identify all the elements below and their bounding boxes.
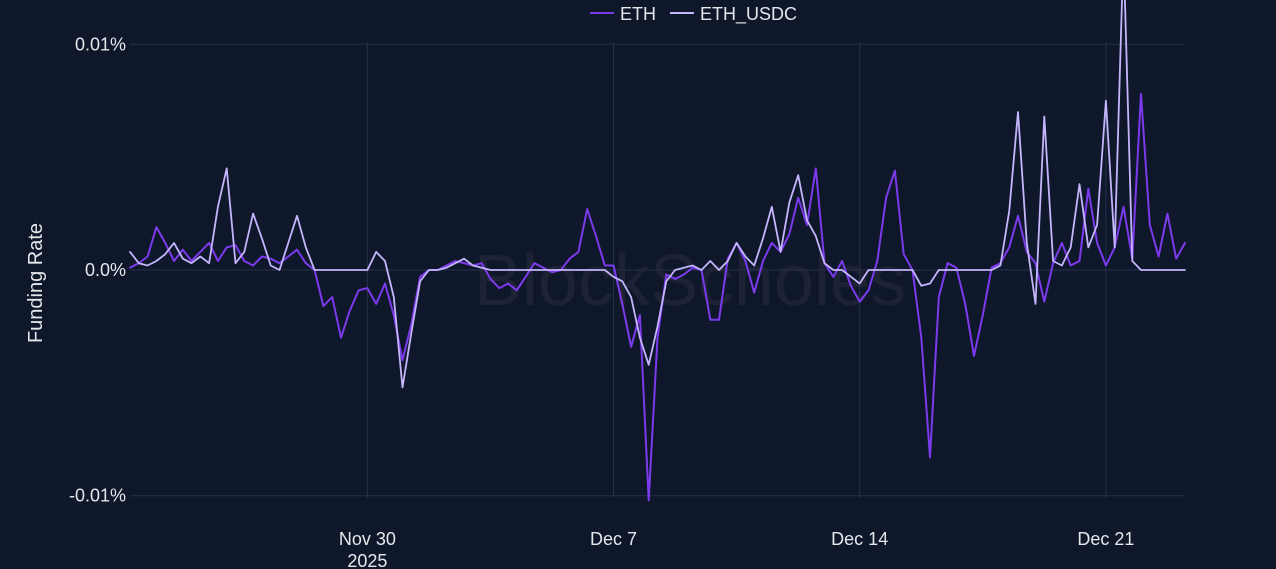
x-tick-label: Dec 14 bbox=[831, 529, 888, 549]
legend: ETH ETH_USDC bbox=[590, 4, 797, 25]
x-tick-label: Nov 30 bbox=[339, 529, 396, 549]
legend-item-eth[interactable]: ETH bbox=[590, 4, 656, 24]
x-tick-sublabel: 2025 bbox=[347, 551, 387, 569]
x-tick-label: Dec 7 bbox=[590, 529, 637, 549]
x-axis-ticks: Nov 30 2025 Dec 7 Dec 14 Dec 21 bbox=[339, 529, 1135, 569]
series-line-eth bbox=[129, 92, 1186, 502]
x-tick-label: Dec 21 bbox=[1077, 529, 1134, 549]
legend-label: ETH bbox=[620, 4, 656, 24]
series-layer bbox=[129, 0, 1186, 502]
y-tick-label: 0.0% bbox=[85, 260, 126, 280]
legend-label: ETH_USDC bbox=[700, 4, 797, 25]
y-axis-ticks: 0.01% 0.0% -0.01% bbox=[69, 34, 126, 505]
y-tick-label: 0.01% bbox=[75, 34, 126, 54]
y-tick-label: -0.01% bbox=[69, 486, 126, 506]
series-line-eth-usdc bbox=[129, 0, 1186, 389]
y-axis-label: Funding Rate bbox=[25, 223, 47, 343]
legend-item-eth-usdc[interactable]: ETH_USDC bbox=[670, 4, 797, 25]
watermark: BlockScholes bbox=[474, 241, 906, 321]
